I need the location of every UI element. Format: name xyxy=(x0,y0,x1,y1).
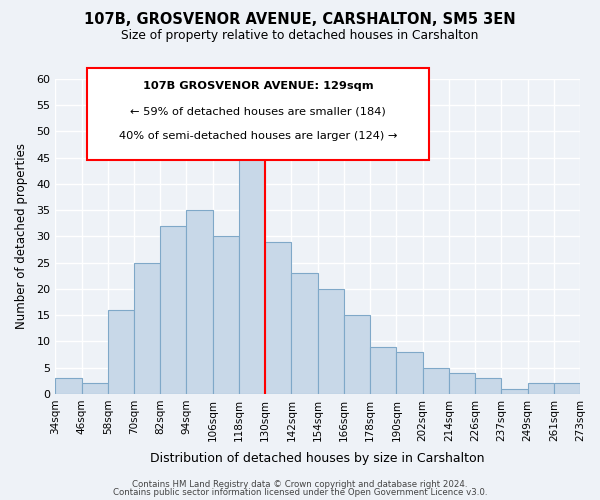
Bar xyxy=(82,384,108,394)
Bar xyxy=(422,368,449,394)
Bar xyxy=(265,242,292,394)
Bar xyxy=(108,310,134,394)
Text: Contains public sector information licensed under the Open Government Licence v3: Contains public sector information licen… xyxy=(113,488,487,497)
Bar xyxy=(554,384,580,394)
Bar xyxy=(55,378,82,394)
Text: Size of property relative to detached houses in Carshalton: Size of property relative to detached ho… xyxy=(121,29,479,42)
Bar xyxy=(292,273,317,394)
Text: 107B GROSVENOR AVENUE: 129sqm: 107B GROSVENOR AVENUE: 129sqm xyxy=(143,81,373,91)
Bar xyxy=(475,378,501,394)
Text: 40% of semi-detached houses are larger (124) →: 40% of semi-detached houses are larger (… xyxy=(119,131,397,141)
Bar xyxy=(213,236,239,394)
Y-axis label: Number of detached properties: Number of detached properties xyxy=(15,144,28,330)
Bar xyxy=(134,262,160,394)
Bar xyxy=(397,352,422,394)
X-axis label: Distribution of detached houses by size in Carshalton: Distribution of detached houses by size … xyxy=(151,452,485,465)
Bar xyxy=(527,384,554,394)
Bar xyxy=(370,346,397,394)
Bar xyxy=(317,289,344,394)
Bar xyxy=(239,136,265,394)
Bar xyxy=(187,210,213,394)
Bar xyxy=(344,315,370,394)
Text: 107B, GROSVENOR AVENUE, CARSHALTON, SM5 3EN: 107B, GROSVENOR AVENUE, CARSHALTON, SM5 … xyxy=(84,12,516,28)
Bar xyxy=(501,388,527,394)
Bar xyxy=(449,373,475,394)
Text: ← 59% of detached houses are smaller (184): ← 59% of detached houses are smaller (18… xyxy=(130,106,386,116)
Text: Contains HM Land Registry data © Crown copyright and database right 2024.: Contains HM Land Registry data © Crown c… xyxy=(132,480,468,489)
Bar xyxy=(160,226,187,394)
